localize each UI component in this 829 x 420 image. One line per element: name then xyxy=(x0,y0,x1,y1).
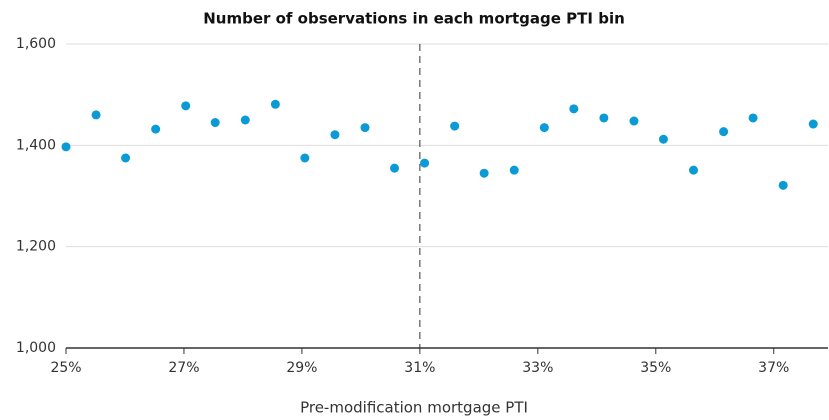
point xyxy=(420,158,430,168)
point xyxy=(539,123,549,133)
point xyxy=(330,130,340,140)
point xyxy=(181,101,191,111)
y-tick-label: 1,400 xyxy=(16,137,56,153)
x-tick-label: 37% xyxy=(758,360,789,376)
x-tick-label: 27% xyxy=(168,360,199,376)
x-tick-label: 25% xyxy=(50,360,81,376)
point xyxy=(151,124,161,134)
point xyxy=(509,165,519,175)
point xyxy=(808,119,818,129)
point xyxy=(390,163,400,173)
point xyxy=(360,123,370,133)
point xyxy=(569,104,579,114)
point xyxy=(719,127,729,137)
point xyxy=(629,116,639,126)
point xyxy=(778,180,788,190)
point xyxy=(61,142,71,152)
y-tick-label: 1,000 xyxy=(16,340,56,356)
point xyxy=(270,99,280,109)
point xyxy=(210,118,220,128)
point xyxy=(450,121,460,131)
point xyxy=(121,153,131,163)
x-tick-label: 33% xyxy=(522,360,553,376)
point xyxy=(240,115,250,125)
x-axis-label: Pre-modification mortgage PTI xyxy=(300,399,528,417)
y-tick-label: 1,200 xyxy=(16,239,56,255)
y-tick-label: 1,600 xyxy=(16,36,56,52)
chart-title: Number of observations in each mortgage … xyxy=(203,10,625,28)
x-tick-label: 29% xyxy=(286,360,317,376)
point xyxy=(689,165,699,175)
point xyxy=(479,168,489,178)
point xyxy=(748,113,758,123)
point xyxy=(300,153,310,163)
point xyxy=(91,110,101,120)
point xyxy=(658,134,668,144)
x-tick-label: 35% xyxy=(640,360,671,376)
x-tick-label: 31% xyxy=(404,360,435,376)
point xyxy=(599,113,609,123)
